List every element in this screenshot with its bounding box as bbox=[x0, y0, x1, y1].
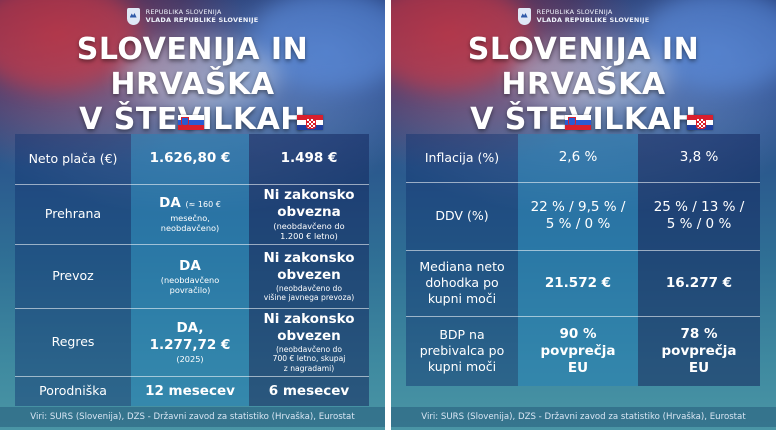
flag-cell-croatia bbox=[251, 111, 369, 133]
flag-slovenia-icon bbox=[565, 114, 591, 130]
government-line2: VLADA REPUBLIKE SLOVENIJE bbox=[145, 16, 259, 24]
flag-cell-slovenia bbox=[518, 111, 638, 133]
government-header: REPUBLIKA SLOVENIJA VLADA REPUBLIKE SLOV… bbox=[391, 4, 776, 28]
flag-cell-croatia bbox=[640, 111, 760, 133]
row-label: DDV (%) bbox=[406, 181, 518, 250]
government-crest-icon bbox=[517, 7, 531, 25]
slovenia-value: 90 % povprečja EU bbox=[518, 315, 638, 386]
table-row: BDP na prebivalca po kupni moči 90 % pov… bbox=[406, 315, 760, 386]
table-row: DDV (%) 22 % / 9,5 % / 5 % / 0 % 25 % / … bbox=[406, 181, 760, 250]
croatia-value: Ni zakonsko obvezen (neobdavčeno do 700 … bbox=[249, 307, 369, 376]
source-note: Viri: SURS (Slovenija), DZS - Državni za… bbox=[391, 407, 776, 427]
slovenia-value: 1.626,80 € bbox=[131, 134, 249, 184]
row-label: Mediana neto dohodka po kupni moči bbox=[406, 249, 518, 316]
table-row: Prevoz DA (neobdavčeno povračilo) Ni zak… bbox=[15, 243, 369, 308]
table-row: Neto plača (€) 1.626,80 € 1.498 € bbox=[15, 134, 369, 184]
table-row: Inflacija (%) 2,6 % 3,8 % bbox=[406, 134, 760, 182]
government-name: REPUBLIKA SLOVENIJA VLADA REPUBLIKE SLOV… bbox=[146, 8, 259, 24]
row-label: Inflacija (%) bbox=[406, 134, 518, 182]
source-note: Viri: SURS (Slovenija), DZS - Državni za… bbox=[0, 407, 385, 427]
row-label: BDP na prebivalca po kupni moči bbox=[406, 315, 518, 386]
slovenia-value: DA (neobdavčeno povračilo) bbox=[131, 243, 249, 308]
smoke-white bbox=[511, 40, 671, 110]
row-label: Porodniška bbox=[15, 375, 131, 406]
croatia-value: 16.277 € bbox=[638, 249, 760, 316]
slovenia-value: DA, 1.277,72 € (2025) bbox=[131, 307, 249, 376]
government-header: REPUBLIKA SLOVENIJA VLADA REPUBLIKE SLOV… bbox=[0, 4, 385, 28]
flag-cell-slovenia bbox=[133, 111, 249, 133]
row-label: Neto plača (€) bbox=[15, 134, 131, 184]
row-label: Prevoz bbox=[15, 243, 131, 308]
government-line1: REPUBLIKA SLOVENIJA bbox=[145, 8, 222, 16]
flag-croatia-icon bbox=[687, 114, 713, 130]
smoke-blue bbox=[641, 0, 776, 90]
slovenia-value: 12 mesecev bbox=[131, 375, 249, 406]
slovenia-value: 2,6 % bbox=[518, 134, 638, 182]
table-row: Regres DA, 1.277,72 € (2025) Ni zakonsko… bbox=[15, 307, 369, 376]
table-row: Prehrana DA (≈ 160 € mesečno, neobdavčen… bbox=[15, 183, 369, 244]
flag-slovenia-icon bbox=[178, 114, 204, 130]
infographic-left: REPUBLIKA SLOVENIJA VLADA REPUBLIKE SLOV… bbox=[0, 0, 385, 430]
croatia-value: Ni zakonsko obvezna (neobdavčeno do 1.20… bbox=[249, 183, 369, 244]
comparison-table-right: Inflacija (%) 2,6 % 3,8 % DDV (%) 22 % /… bbox=[406, 134, 760, 386]
government-line1: REPUBLIKA SLOVENIJA bbox=[536, 8, 613, 16]
row-label: Prehrana bbox=[15, 183, 131, 244]
croatia-value: 25 % / 13 % / 5 % / 0 % bbox=[638, 181, 760, 250]
comparison-table-left: Neto plača (€) 1.626,80 € 1.498 € Prehra… bbox=[15, 134, 369, 406]
government-name: REPUBLIKA SLOVENIJA VLADA REPUBLIKE SLOV… bbox=[537, 8, 650, 24]
croatia-value: 78 % povprečja EU bbox=[638, 315, 760, 386]
page-title: SLOVENIJA IN HRVAŠKA V ŠTEVILKAH bbox=[0, 32, 385, 137]
title-line1: SLOVENIJA IN HRVAŠKA bbox=[467, 32, 700, 102]
croatia-value: 3,8 % bbox=[638, 134, 760, 182]
table-row: Porodniška 12 mesecev 6 mesecev bbox=[15, 375, 369, 406]
slovenia-value: 21.572 € bbox=[518, 249, 638, 316]
slovenia-value: 22 % / 9,5 % / 5 % / 0 % bbox=[518, 181, 638, 250]
title-line1: SLOVENIJA IN HRVAŠKA bbox=[76, 32, 309, 102]
croatia-value: Ni zakonsko obvezen (neobdavčeno do viši… bbox=[249, 243, 369, 308]
croatia-value: 6 mesecev bbox=[249, 375, 369, 406]
smoke-blue bbox=[250, 0, 385, 90]
slovenia-value: DA (≈ 160 € mesečno, neobdavčeno) bbox=[131, 183, 249, 244]
government-crest-icon bbox=[126, 7, 140, 25]
infographic-right: REPUBLIKA SLOVENIJA VLADA REPUBLIKE SLOV… bbox=[391, 0, 776, 430]
smoke-white bbox=[120, 40, 280, 110]
croatia-value: 1.498 € bbox=[249, 134, 369, 184]
table-row: Mediana neto dohodka po kupni moči 21.57… bbox=[406, 249, 760, 316]
government-line2: VLADA REPUBLIKE SLOVENIJE bbox=[536, 16, 650, 24]
flag-croatia-icon bbox=[297, 114, 323, 130]
row-label: Regres bbox=[15, 307, 131, 376]
